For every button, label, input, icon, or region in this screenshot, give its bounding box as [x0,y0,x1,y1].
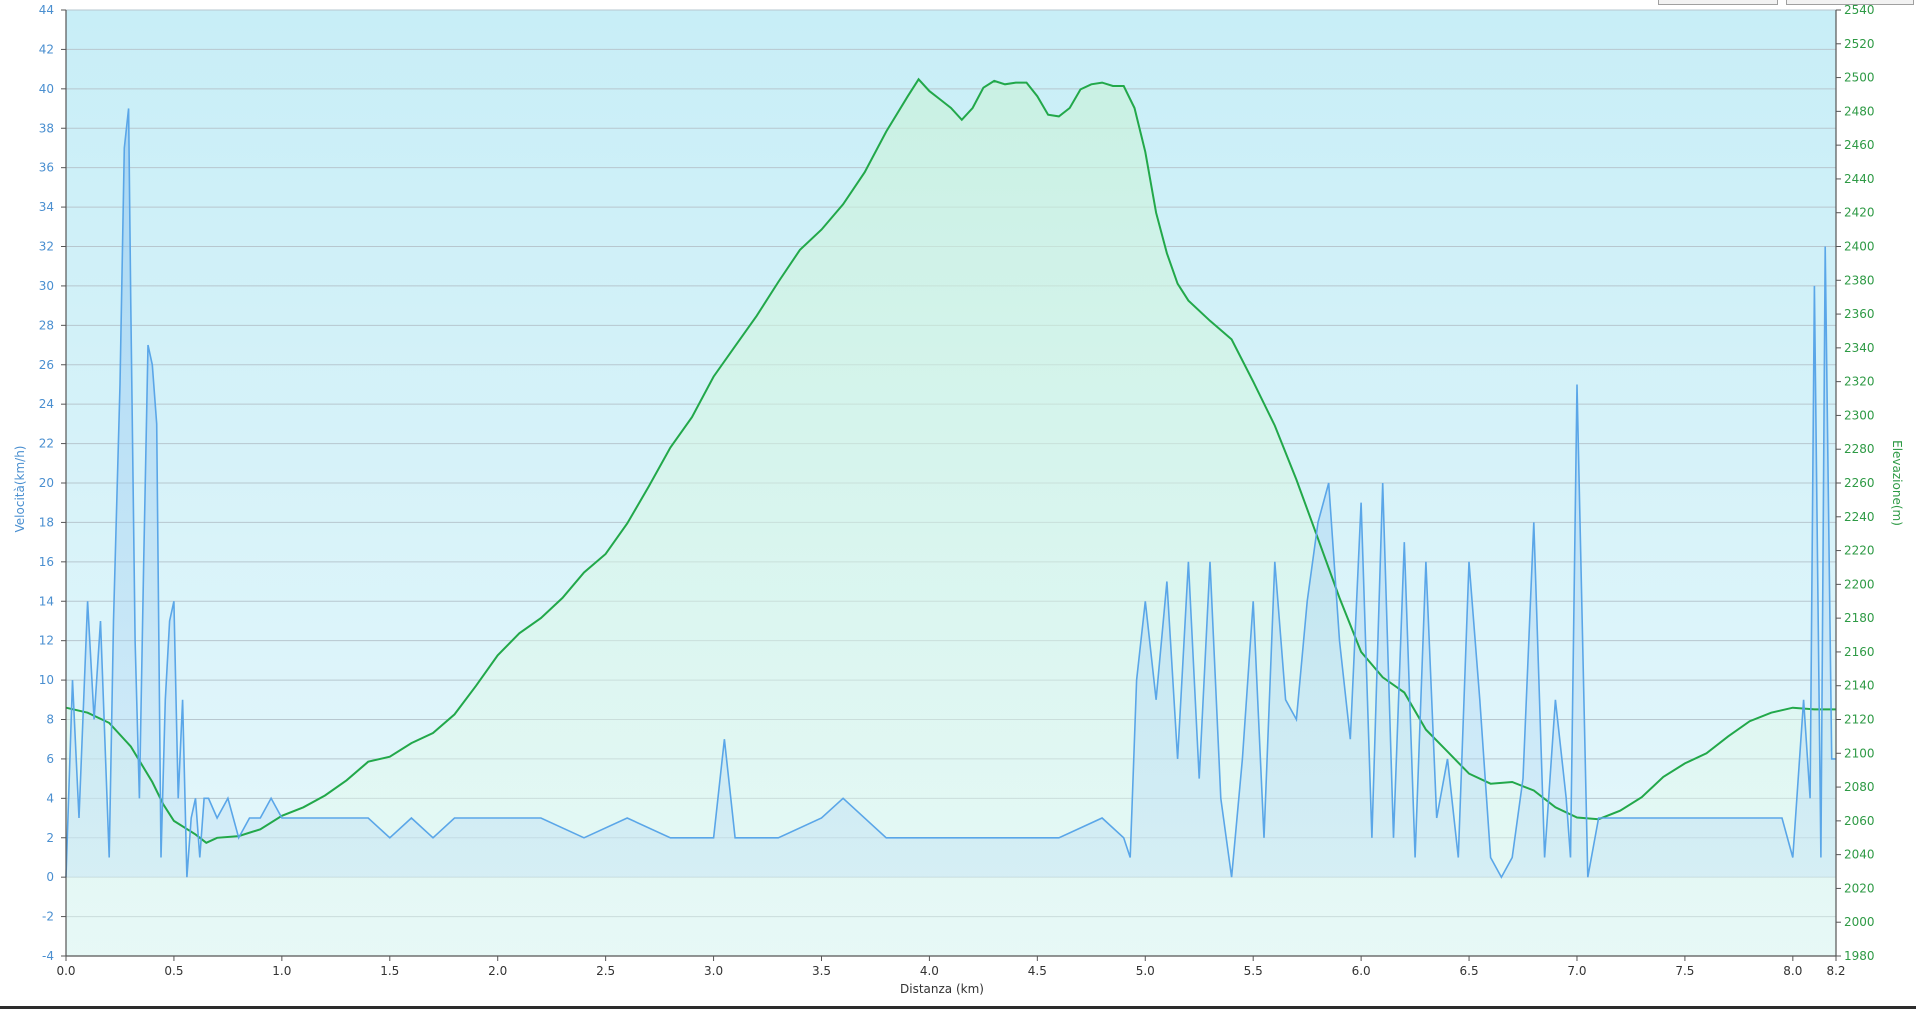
y-left-tick-label: 26 [39,358,54,372]
x-tick-labels: 0.0 0.5 1.0 1.5 2.0 2.5 3.0 3.5 4.0 4.5 5.0 5.5 6.0 6… [56,956,1846,978]
y-right-tick-label: 2260 [1844,476,1875,490]
x-tick-label: 6.5 [1460,964,1479,978]
y-left-tick-label: 16 [39,555,54,569]
x-tick-label: 2.5 [596,964,615,978]
x-tick-label: 8.2 [1826,964,1845,978]
y-left-tick-label: 8 [46,713,54,727]
y-left-tick-label: 28 [39,318,54,332]
y-right-tick-label: 2080 [1844,780,1875,794]
y-right-tick-label: 2160 [1844,645,1875,659]
y-right-tick-label: 2320 [1844,375,1875,389]
x-tick-label: 5.0 [1136,964,1155,978]
y-right-tick-label: 2420 [1844,206,1875,220]
y-right-tick-label: 2140 [1844,679,1875,693]
y-left-tick-label: 34 [39,200,54,214]
y-left-tick-label: 6 [46,752,54,766]
y-right-tick-label: 2280 [1844,442,1875,456]
y-right-tick-label: 2400 [1844,240,1875,254]
y-left-tick-label: 30 [39,279,54,293]
y-left-tick-label: 32 [39,240,54,254]
x-tick-label: 7.0 [1567,964,1586,978]
x-axis-title: Distanza (km) [900,982,984,996]
y-left-tick-label: 40 [39,82,54,96]
y-right-tick-label: 2220 [1844,544,1875,558]
y-right-tick-label: 2040 [1844,848,1875,862]
y-left-tick-label: 4 [46,791,54,805]
y-right-tick-label: 2000 [1844,915,1875,929]
toolbar-button-1[interactable] [1658,0,1778,5]
window-bottom-border [0,1006,1916,1009]
y-left-tick-label: -4 [42,949,54,963]
y-right-tick-labels: 1980 2000 2020 2040 2060 2080 2100 2120 2140 2160… [1836,3,1875,963]
y-right-tick-label: 2340 [1844,341,1875,355]
y-right-tick-label: 2240 [1844,510,1875,524]
y-left-tick-label: 18 [39,515,54,529]
x-tick-label: 3.0 [704,964,723,978]
y-left-tick-label: 12 [39,634,54,648]
x-tick-label: 0.5 [164,964,183,978]
elevation-line [65,77,1836,844]
x-tick-label: 0.0 [56,964,75,978]
x-tick-label: 4.0 [920,964,939,978]
elevation-area [66,79,1836,957]
y-right-tick-label: 2500 [1844,71,1875,85]
y-left-tick-label: 10 [39,673,54,687]
y-right-tick-label: 2520 [1844,37,1875,51]
y-left-tick-label: -2 [42,910,54,924]
y-right-tick-label: 2100 [1844,746,1875,760]
y-left-tick-label: 42 [39,42,54,56]
toolbar-button-2[interactable] [1786,0,1914,5]
y-right-tick-label: 2360 [1844,307,1875,321]
y-right-tick-label: 2460 [1844,138,1875,152]
x-tick-label: 8.0 [1783,964,1802,978]
y-left-tick-labels: -4-2024681012141618202224262830323436384… [39,3,66,963]
y-left-axis-title: Velocità(km/h) [13,446,27,533]
y-right-tick-label: 2440 [1844,172,1875,186]
y-left-tick-label: 24 [39,397,54,411]
y-left-tick-label: 36 [39,161,54,175]
x-tick-label: 2.0 [488,964,507,978]
y-left-tick-label: 44 [39,3,54,17]
x-tick-label: 7.5 [1675,964,1694,978]
y-right-tick-label: 2380 [1844,273,1875,287]
y-right-tick-label: 2060 [1844,814,1875,828]
x-tick-label: 1.0 [272,964,291,978]
y-left-tick-label: 38 [39,121,54,135]
y-right-tick-label: 2020 [1844,881,1875,895]
y-left-tick-label: 0 [46,870,54,884]
y-right-tick-label: 2300 [1844,408,1875,422]
y-left-tick-label: 20 [39,476,54,490]
x-tick-label: 3.5 [812,964,831,978]
y-left-tick-label: 14 [39,594,54,608]
x-tick-label: 5.5 [1244,964,1263,978]
y-right-tick-label: 2480 [1844,104,1875,118]
x-tick-label: 4.5 [1028,964,1047,978]
y-right-axis-title: Elevazione(m) [1890,440,1904,526]
speed-line [65,108,1836,879]
x-tick-label: 6.0 [1352,964,1371,978]
y-left-tick-label: 22 [39,437,54,451]
y-right-tick-label: 1980 [1844,949,1875,963]
y-right-tick-label: 2540 [1844,3,1875,17]
y-right-tick-label: 2120 [1844,713,1875,727]
x-tick-label: 1.5 [380,964,399,978]
y-right-tick-label: 2200 [1844,577,1875,591]
y-left-tick-label: 2 [46,831,54,845]
y-right-tick-label: 2180 [1844,611,1875,625]
